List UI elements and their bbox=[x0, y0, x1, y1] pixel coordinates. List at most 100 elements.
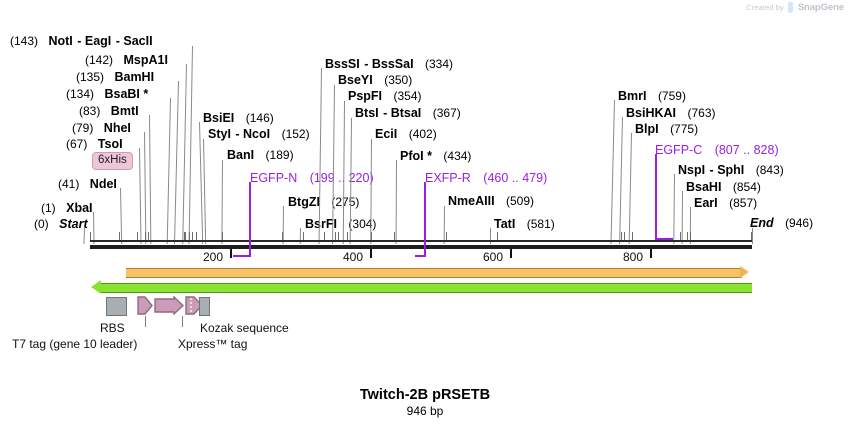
feature-glyph-kozak[interactable] bbox=[185, 296, 203, 315]
site-label-btsi-btsai[interactable]: BtsI - BtsaI (367) bbox=[355, 106, 461, 120]
site-label-bsihkai[interactable]: BsiHKAI (763) bbox=[626, 105, 715, 121]
cut-site-tick bbox=[446, 232, 447, 240]
site-position: (79) bbox=[72, 121, 94, 135]
snapgene-watermark: Created by SnapGene bbox=[746, 2, 844, 13]
site-label-nhei[interactable]: (79) NheI bbox=[72, 120, 131, 136]
primer-label-egfp-c[interactable]: EGFP-C (807 .. 828) bbox=[655, 142, 779, 158]
leader-line bbox=[174, 81, 179, 244]
site-position: (843) bbox=[755, 163, 784, 177]
site-label-btgzi[interactable]: BtgZI (275) bbox=[288, 194, 359, 210]
site-name: StyI bbox=[208, 127, 231, 141]
site-label-pfoi[interactable]: PfoI * (434) bbox=[400, 148, 471, 164]
site-label-bani[interactable]: BanI (189) bbox=[227, 147, 294, 163]
site-position: (152) bbox=[281, 127, 310, 141]
site-label-ecii[interactable]: EciI (402) bbox=[375, 126, 437, 142]
cut-site-tick bbox=[751, 232, 752, 240]
site-label-bsrfi[interactable]: BsrFI (304) bbox=[305, 216, 376, 232]
sequence-backbone-lower[interactable] bbox=[90, 245, 752, 249]
feature-label-stem bbox=[145, 316, 146, 327]
site-label-nspi-sphi[interactable]: NspI - SphI (843) bbox=[678, 163, 784, 177]
site-name: NotI bbox=[48, 34, 73, 48]
site-name: BsaBI * bbox=[104, 87, 149, 101]
site-position: (275) bbox=[331, 195, 360, 209]
feature-label-rbs[interactable]: RBS bbox=[100, 321, 125, 335]
site-label-pspfi[interactable]: PspFI (354) bbox=[348, 88, 422, 104]
site-position: (402) bbox=[408, 127, 437, 141]
cut-site-tick bbox=[196, 232, 197, 240]
site-name: BtsI bbox=[355, 106, 379, 120]
primer-label-exfp-r[interactable]: EXFP-R (460 .. 479) bbox=[425, 170, 547, 186]
site-name: BsrFI bbox=[305, 217, 337, 231]
site-label-bsiei[interactable]: BsiEI (146) bbox=[203, 110, 274, 126]
ruler-tick bbox=[650, 249, 652, 258]
site-name: BsiHKAI bbox=[626, 106, 677, 120]
site-label-nmeaiii[interactable]: NmeAIII (509) bbox=[448, 193, 534, 209]
site-label-end[interactable]: End (946) bbox=[750, 215, 813, 231]
feature-label-xpress-tag[interactable]: Xpress™ tag bbox=[178, 337, 248, 351]
site-position: (67) bbox=[66, 137, 88, 151]
site-label-bmti[interactable]: (83) BmtI bbox=[79, 103, 139, 119]
cut-site-tick bbox=[394, 232, 395, 240]
leader-line bbox=[83, 228, 85, 245]
site-name: BmtI bbox=[110, 104, 139, 118]
feature-glyph-xpress-tag[interactable] bbox=[154, 296, 184, 315]
site-label-ndei[interactable]: (41) NdeI bbox=[58, 176, 117, 192]
leader-line bbox=[182, 64, 187, 244]
cut-site-tick bbox=[324, 232, 325, 240]
site-name: PfoI * bbox=[400, 149, 432, 163]
primer-label-egfp-n[interactable]: EGFP-N (199 .. 220) bbox=[250, 170, 374, 186]
site-name: BtsaI bbox=[390, 106, 422, 120]
site-label-bseyi[interactable]: BseYI (350) bbox=[338, 72, 412, 88]
site-label-noti-eagi-sacii[interactable]: (143) NotI - EagI - SacII bbox=[10, 34, 153, 48]
site-position: (434) bbox=[443, 149, 472, 163]
cut-site-tick bbox=[222, 232, 223, 240]
site-name: End bbox=[750, 216, 774, 230]
site-label-bsahi[interactable]: BsaHI (854) bbox=[686, 179, 761, 195]
cut-site-tick bbox=[338, 232, 339, 240]
site-position: (1) bbox=[41, 201, 56, 215]
site-label-bamhi[interactable]: (135) BamHI bbox=[76, 69, 154, 85]
primer-name: EGFP-C bbox=[655, 143, 703, 157]
site-name: NdeI bbox=[89, 177, 117, 191]
site-label-bsssi-bsssai[interactable]: BssSI - BssSaI (334) bbox=[325, 57, 454, 71]
site-position: (367) bbox=[432, 106, 461, 120]
site-label-bmri[interactable]: BmrI (759) bbox=[618, 88, 686, 104]
feature-label-t7-tag[interactable]: T7 tag (gene 10 leader) bbox=[12, 337, 138, 351]
leader-line bbox=[188, 46, 193, 244]
tag-feature-6xhis[interactable]: 6xHis bbox=[92, 152, 133, 170]
site-name: MspA1I bbox=[123, 53, 168, 67]
leader-line bbox=[203, 138, 207, 244]
cut-site-tick bbox=[680, 232, 681, 240]
cut-site-tick bbox=[690, 232, 691, 240]
site-label-eari[interactable]: EarI (857) bbox=[694, 195, 757, 211]
sequence-backbone-upper[interactable] bbox=[90, 240, 752, 242]
site-name: NheI bbox=[103, 121, 131, 135]
site-label-blpi[interactable]: BlpI (775) bbox=[635, 121, 698, 137]
site-position: (350) bbox=[384, 73, 413, 87]
site-name: XbaI bbox=[66, 201, 93, 215]
snapgene-flask-icon bbox=[787, 2, 795, 13]
site-name: SphI bbox=[717, 163, 745, 177]
site-label-tati[interactable]: TatI (581) bbox=[494, 216, 555, 232]
cut-site-tick bbox=[624, 232, 625, 240]
site-label-start[interactable]: (0) Start bbox=[34, 216, 88, 232]
feature-label-kozak[interactable]: Kozak sequence bbox=[200, 321, 289, 335]
leader-line bbox=[752, 228, 753, 244]
site-label-mspa1i[interactable]: (142) MspA1I bbox=[85, 52, 168, 68]
site-name: EagI bbox=[84, 34, 112, 48]
feature-glyph-extra[interactable] bbox=[199, 297, 210, 316]
site-label-styi-ncoi[interactable]: StyI - NcoI (152) bbox=[208, 127, 310, 141]
watermark-prefix: Created by bbox=[746, 3, 784, 12]
leader-line bbox=[139, 147, 142, 244]
site-position: (142) bbox=[85, 53, 114, 67]
site-name: NspI bbox=[678, 163, 706, 177]
site-label-xbai[interactable]: (1) XbaI bbox=[41, 200, 93, 216]
site-label-bsabi[interactable]: (134) BsaBI * bbox=[66, 86, 148, 102]
feature-glyph-rbs[interactable] bbox=[106, 297, 127, 316]
cut-site-tick bbox=[687, 232, 688, 240]
feature-label-stem bbox=[182, 316, 183, 327]
site-label-tsoi[interactable]: (67) TsoI bbox=[66, 136, 123, 152]
site-name: BmrI bbox=[618, 89, 647, 103]
site-position: (354) bbox=[393, 89, 422, 103]
feature-glyph-t7-tag[interactable] bbox=[137, 296, 153, 315]
